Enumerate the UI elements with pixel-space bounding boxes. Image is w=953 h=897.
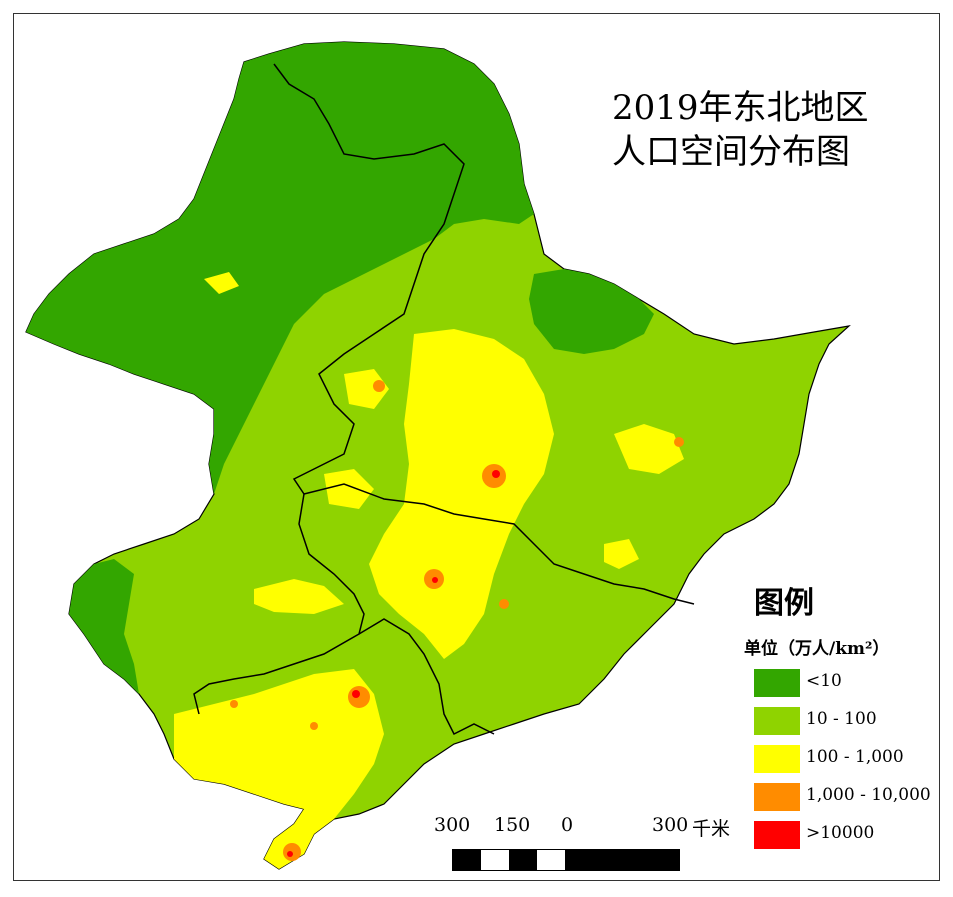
- legend-item-100-1000: 100 - 1,000: [742, 737, 904, 773]
- legend-label-lt10: <10: [806, 671, 842, 691]
- medium-density-patch-e: [604, 539, 639, 569]
- scale-seg-1: [453, 850, 481, 870]
- scale-bar-graphic: [452, 849, 680, 871]
- scale-seg-5: [565, 850, 679, 870]
- legend-title: 图例: [754, 586, 814, 621]
- legend-item-10-100: 10 - 100: [742, 699, 889, 735]
- legend-swatch-100-1000: [754, 745, 800, 773]
- medium-density-patch-a: [254, 579, 344, 614]
- medium-density-patch-f: [324, 469, 374, 509]
- legend-label-10-100: 10 - 100: [806, 709, 877, 729]
- provincial-boundary-inner-mongolia-heilongjiang: [273, 63, 465, 495]
- map-title-line2: 人口空间分布图: [612, 132, 850, 172]
- low-density-zone-east: [529, 269, 654, 354]
- legend-swatch-gt10000: [754, 821, 800, 849]
- core-changchun: [432, 577, 438, 583]
- scale-tick-1: 150: [494, 814, 531, 836]
- scale-seg-4: [537, 850, 565, 870]
- scale-tick-2: 0: [561, 814, 574, 836]
- urban-patch-shenyang: [348, 686, 370, 708]
- urban-patch-anshan: [310, 722, 318, 730]
- legend-label-100-1000: 100 - 1,000: [806, 747, 904, 767]
- legend-swatch-lt10: [754, 669, 800, 697]
- map-title-line1: 2019年东北地区: [612, 88, 869, 128]
- core-harbin: [492, 470, 500, 478]
- legend-label-1000-10000: 1,000 - 10,000: [806, 785, 931, 805]
- scale-tick-0: 300: [434, 814, 471, 836]
- medium-density-patch-c: [614, 424, 684, 474]
- legend-unit: 单位（万人/km²）: [744, 639, 890, 659]
- legend-swatch-1000-10000: [754, 783, 800, 811]
- scale-seg-2: [481, 850, 509, 870]
- population-map: [25, 41, 851, 870]
- low-density-zone-southwest: [69, 559, 139, 694]
- scale-unit: 千米: [692, 818, 731, 840]
- urban-patch-jinzhou: [230, 700, 238, 708]
- map-title: 2019年东北地区 人口空间分布图: [612, 86, 869, 174]
- provincial-boundary-inner-mongolia-jilin: [193, 493, 365, 715]
- provincial-boundary-jilin-liaoning: [358, 618, 495, 736]
- urban-patch-qiqihar: [373, 380, 385, 392]
- medium-density-patch-d: [204, 272, 239, 294]
- urban-patch-mudanjiang: [674, 437, 684, 447]
- scale-bar: 300 150 0 300 千米: [434, 814, 734, 874]
- provincial-boundary-heilongjiang-jilin: [303, 483, 695, 605]
- urban-patch-jilin: [499, 599, 509, 609]
- legend-item-lt10: <10: [742, 661, 889, 697]
- medium-density-corridor: [369, 329, 554, 659]
- medium-density-patch-b: [344, 369, 389, 409]
- scale-tick-3: 300: [652, 814, 689, 836]
- legend-swatch-10-100: [754, 707, 800, 735]
- legend-item-1000-10000: 1,000 - 10,000: [742, 775, 931, 811]
- legend-label-gt10000: >10000: [806, 823, 875, 843]
- core-shenyang: [352, 690, 360, 698]
- scale-seg-3: [509, 850, 537, 870]
- map-frame: 2019年东北地区 人口空间分布图 图例 单位（万人/km²） <10 10 -…: [13, 13, 940, 881]
- legend: 图例 单位（万人/km²） <10 10 - 100 100 - 1,000 1…: [742, 584, 931, 849]
- core-dalian: [287, 851, 293, 857]
- legend-item-gt10000: >10000: [742, 813, 889, 849]
- medium-density-liaodong: [174, 669, 384, 869]
